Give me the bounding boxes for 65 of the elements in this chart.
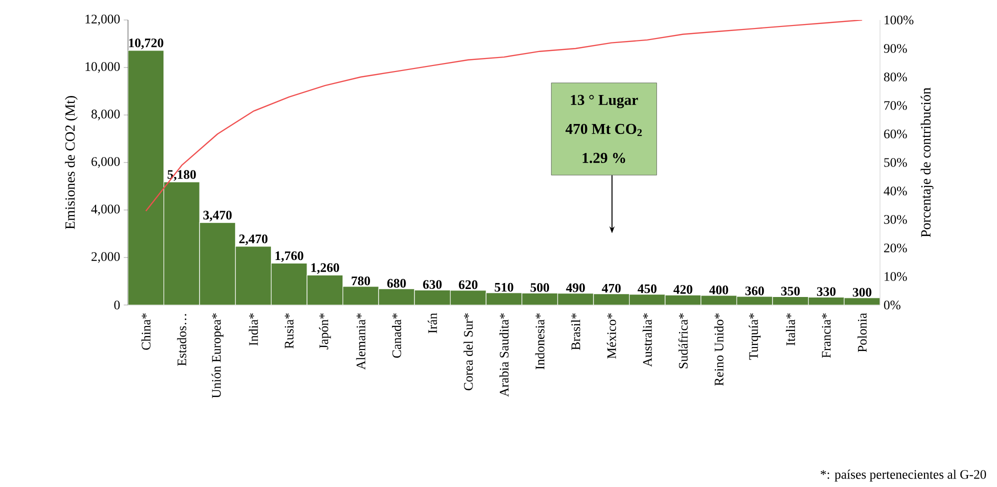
y-tick-label: 10,000 (86, 62, 120, 73)
data-label: 1,760 (276, 251, 304, 262)
x-tick-label: China* (141, 313, 150, 350)
y-tick-label: 8,000 (91, 110, 120, 120)
x-tick-label: Italia* (786, 313, 796, 346)
data-label: 500 (530, 283, 550, 292)
x-tick-label: Polonia (858, 312, 867, 352)
data-label: 450 (638, 284, 656, 294)
x-tick-label: Alemania* (356, 313, 366, 370)
data-label: 1,260 (311, 263, 340, 274)
y2-tick-label: 40% (884, 186, 907, 196)
y2-tick-label: 90% (884, 44, 907, 53)
x-tick-label: Irán (428, 312, 437, 334)
y-tick-label: 12,000 (86, 14, 120, 26)
data-label: 400 (709, 286, 728, 294)
x-tick-label: Canada* (392, 313, 402, 358)
y2-tick-label: 70% (884, 101, 907, 110)
x-tick-label: Rusia* (284, 313, 294, 349)
data-label: 510 (494, 282, 514, 292)
text: *: países pertenecientes al G-20 (820, 470, 986, 482)
x-tick-label: México* (606, 313, 616, 359)
y-axis-title: Emisiones de CO2 (Mt) (64, 96, 78, 230)
y2-tick-label: 80% (884, 72, 907, 82)
y2-tick-label: 100% (884, 16, 914, 24)
x-tick-label: Sudáfrica* (678, 313, 688, 368)
data-label: 490 (566, 283, 585, 292)
y2-tick-label: 50% (884, 158, 907, 167)
x-tick-label: Arabia Saudita* (499, 313, 509, 397)
y2-tick-label: 10% (884, 272, 907, 281)
y-tick-label: 2,000 (92, 252, 120, 263)
x-tick-label: Estados… (177, 314, 186, 366)
data-label: 620 (458, 280, 478, 290)
data-label: 10,720 (129, 38, 164, 50)
x-tick-label: Turquía* (748, 313, 761, 360)
data-label: 350 (781, 286, 800, 296)
x-tick-label: Japón* (319, 313, 331, 350)
data-label: 470 (602, 284, 621, 293)
x-tick-label: Australia* (642, 313, 652, 367)
y2-tick-label: 20% (884, 244, 907, 252)
annotation: 470 Mt CO$_{2}$ (566, 124, 642, 136)
y2-tick-label: 30% (884, 215, 907, 224)
data-label: 300 (852, 288, 872, 297)
data-label: 3,470 (203, 210, 232, 222)
y2-tick-label: 0% (884, 300, 900, 310)
data-label: 630 (423, 280, 442, 289)
x-tick-label: Reino Unido* (714, 313, 724, 386)
data-label: 330 (817, 287, 836, 296)
y-tick-label: 6,000 (92, 157, 120, 168)
annotation: 13 ° Lugar (570, 94, 638, 108)
y-tick-label: 0 (114, 300, 120, 310)
x-tick-label: Unión Europea* (212, 313, 224, 398)
x-tick-label: India* (248, 313, 258, 346)
data-label: 420 (673, 285, 692, 294)
x-tick-label: Corea del Sur* (464, 313, 473, 390)
x-tick-label: Francia* (822, 313, 831, 358)
y-tick-label: 4,000 (91, 204, 120, 216)
y2-tick-label: 60% (884, 130, 907, 138)
data-label: 780 (352, 276, 370, 286)
x-tick-label: Indonesia* (535, 313, 544, 370)
data-label: 680 (387, 278, 406, 288)
x-tick-label: Brasil* (571, 313, 580, 350)
y2-axis-title: Porcentaje de contribución (920, 88, 934, 238)
data-label: 2,470 (239, 234, 268, 246)
data-label: 360 (745, 286, 764, 296)
annotation: 1.29 % (582, 152, 626, 164)
